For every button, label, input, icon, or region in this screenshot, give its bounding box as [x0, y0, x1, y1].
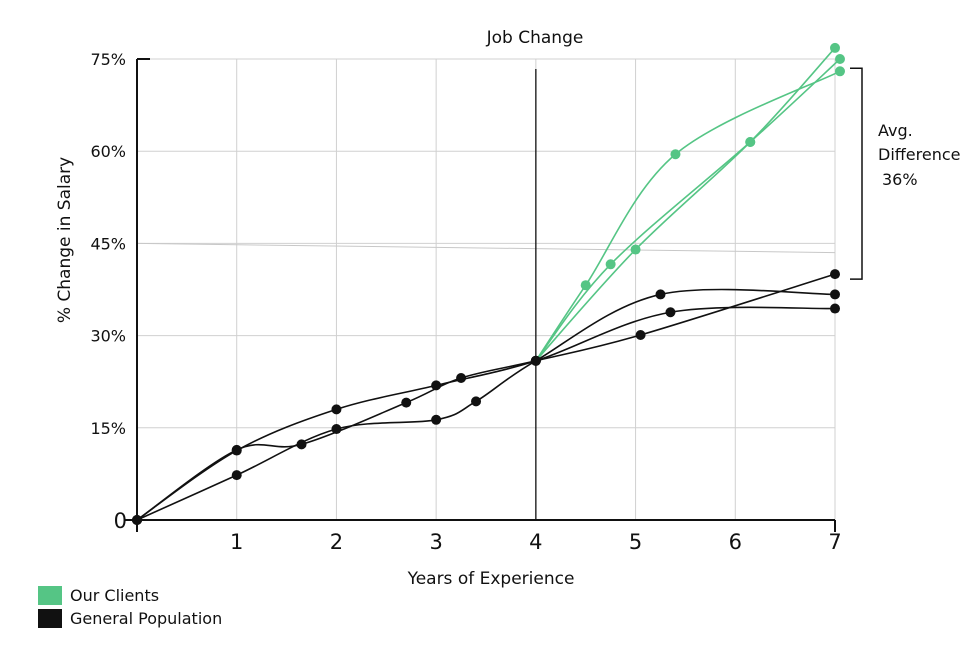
- axes: [124, 58, 836, 532]
- point-general-1-1: [231, 470, 242, 481]
- point-clients-4-1: [605, 259, 616, 270]
- point-general-1-2: [331, 424, 342, 435]
- legend-swatch-general: [38, 609, 62, 628]
- point-clients-4-3: [834, 54, 845, 64]
- difference-bracket: [850, 67, 863, 280]
- x-tick-6: 6: [729, 530, 742, 554]
- point-general-2-5: [665, 307, 676, 318]
- point-general-0-7: [830, 269, 840, 280]
- x-tick-3: 3: [429, 530, 442, 554]
- legend-item-clients: Our Clients: [38, 584, 222, 607]
- point-clients-5-2: [745, 136, 756, 147]
- y-tick-15: 15%: [90, 419, 126, 438]
- point-clients-3-1: [580, 280, 591, 291]
- y-axis-label: % Change in Salary: [55, 157, 75, 323]
- legend: Our Clients General Population: [38, 584, 222, 630]
- series-points: [132, 42, 845, 525]
- y-tick-0: 0: [114, 509, 127, 533]
- legend-item-general: General Population: [38, 607, 222, 630]
- difference-annotation: Avg. Difference 36%: [850, 67, 960, 280]
- point-general-1-7: [830, 289, 840, 300]
- series-line-general-0: [136, 273, 836, 521]
- trend-line: [136, 242, 836, 254]
- point-general-2-1: [231, 445, 242, 456]
- series-lines: [136, 47, 841, 521]
- point-general-0-4: [456, 373, 467, 384]
- legend-label-clients: Our Clients: [70, 586, 160, 605]
- series-line-clients-3: [535, 70, 841, 362]
- series-line-clients-4: [535, 58, 841, 362]
- series-line-general-1: [136, 288, 836, 521]
- x-axis-label: Years of Experience: [407, 569, 575, 589]
- legend-label-general: General Population: [70, 609, 223, 628]
- x-tick-7: 7: [828, 530, 841, 554]
- point-general-0-3: [401, 397, 412, 408]
- y-tick-45: 45%: [90, 234, 126, 253]
- y-tick-labels: 0 15% 30% 45% 60% 75%: [90, 50, 127, 533]
- chart-title: Job Change: [486, 28, 584, 48]
- point-general-1-6: [655, 289, 666, 300]
- x-tick-4: 4: [529, 530, 542, 554]
- annotation-line-3: 36%: [882, 170, 918, 189]
- point-general-1-3: [431, 414, 442, 425]
- x-tick-labels: 1 2 3 4 5 6 7: [230, 530, 842, 554]
- x-tick-1: 1: [230, 530, 243, 554]
- y-tick-30: 30%: [90, 327, 126, 346]
- x-tick-5: 5: [629, 530, 642, 554]
- series-line-general-2: [136, 306, 836, 521]
- point-general-0-6: [635, 329, 646, 340]
- point-clients-5-1: [630, 244, 641, 255]
- point-clients-5-3: [830, 42, 840, 53]
- point-general-1-4: [471, 396, 482, 407]
- point-general-2-2: [331, 404, 342, 415]
- x-tick-2: 2: [330, 530, 343, 554]
- y-tick-60: 60%: [90, 142, 126, 161]
- legend-swatch-clients: [38, 586, 62, 605]
- point-clients-3-3: [834, 66, 845, 77]
- annotation-line-1: Avg.: [878, 121, 913, 140]
- annotation-line-2: Difference: [878, 145, 960, 164]
- series-line-clients-5: [535, 47, 836, 362]
- point-general-0-2: [296, 439, 307, 450]
- point-general-2-3: [431, 380, 442, 391]
- y-tick-75: 75%: [90, 50, 126, 69]
- point-general-2-4: [530, 355, 541, 366]
- point-clients-3-2: [670, 149, 681, 160]
- point-general-2-0: [132, 515, 142, 525]
- point-general-2-6: [830, 303, 840, 314]
